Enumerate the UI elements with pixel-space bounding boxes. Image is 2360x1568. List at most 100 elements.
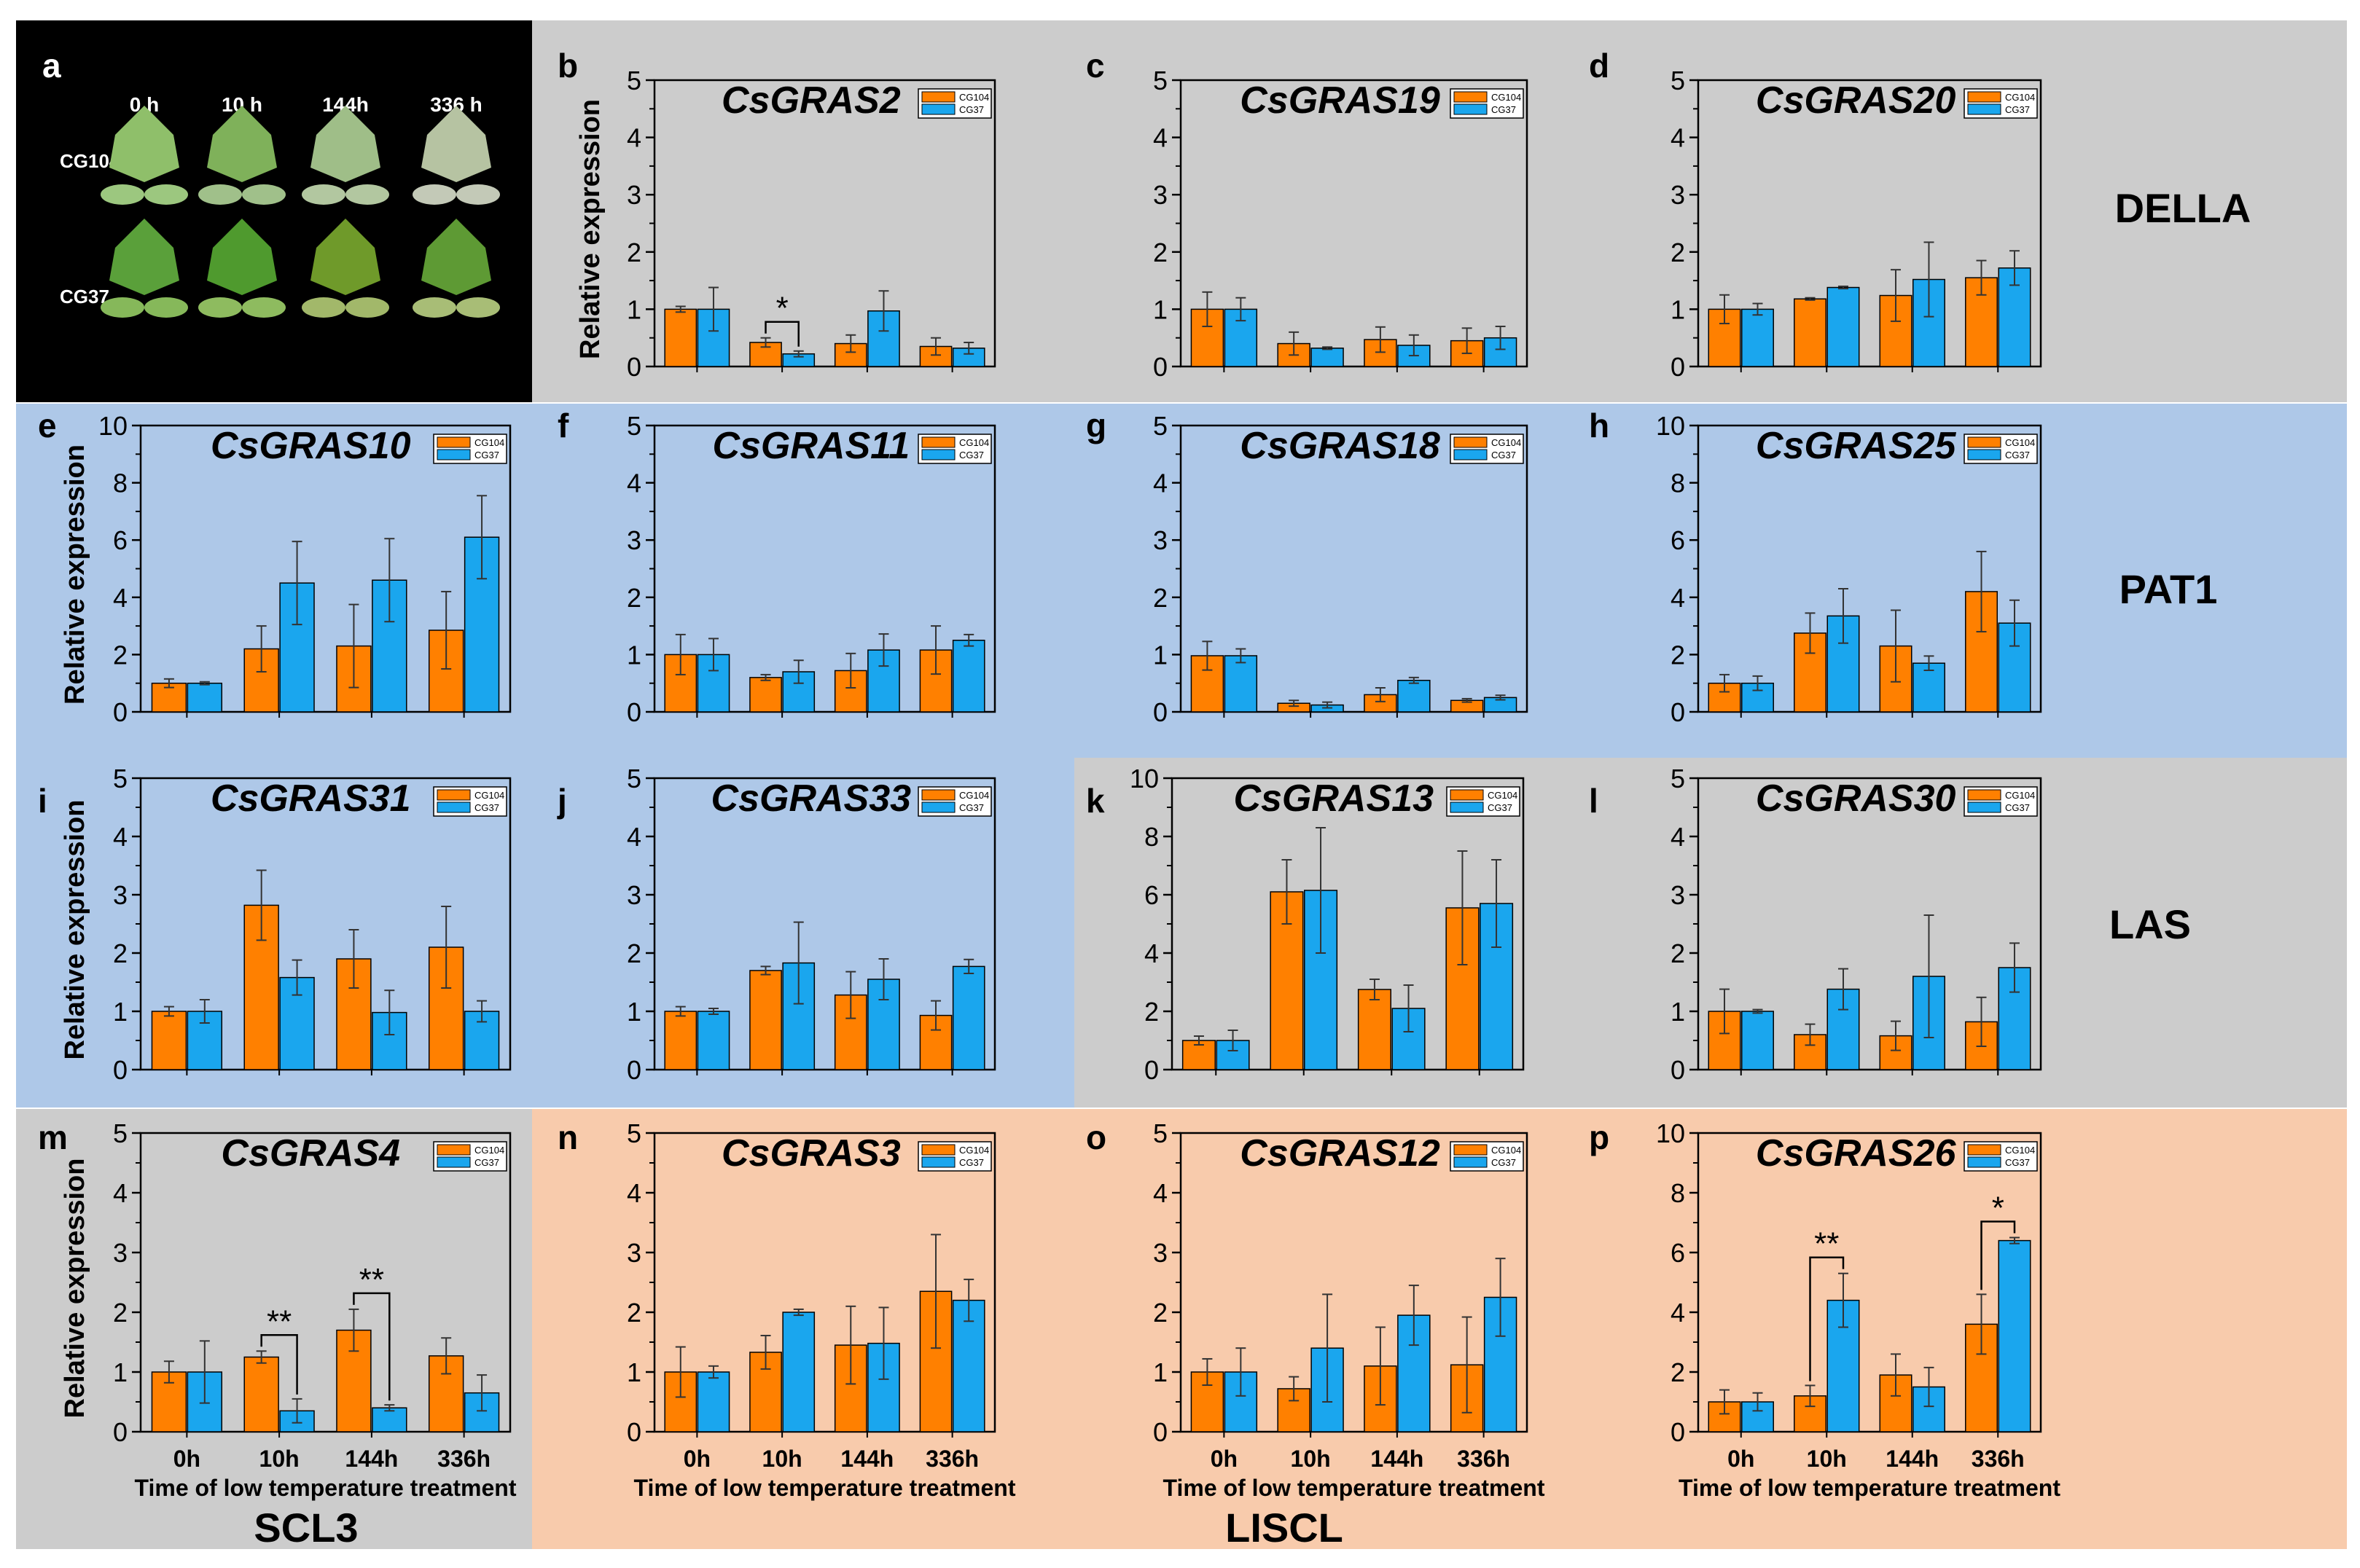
y-tick-label: 0 — [627, 1055, 641, 1085]
small-leaf — [345, 184, 389, 205]
bar-cg104-10h — [243, 1356, 279, 1432]
chart-panel-e: e 0 2 4 6 8 10 CsGRAS10 CG104 CG37 Relative expres… — [38, 407, 512, 727]
y-tick-label: 8 — [113, 469, 128, 498]
chart-title: CsGRAS30 — [1756, 777, 1956, 820]
bar-cg104-336h — [428, 1355, 464, 1432]
y-tick-label: 2 — [1671, 1357, 1685, 1387]
x-axis-label: Time of low temperature treatment — [1163, 1475, 1545, 1501]
legend-swatch — [921, 1144, 956, 1156]
x-tick-label: 10h — [1291, 1446, 1331, 1472]
significance-bracket — [1809, 1256, 1845, 1381]
legend-swatch — [1453, 1144, 1488, 1156]
y-tick-label: 4 — [1144, 938, 1159, 968]
chart-title: CsGRAS12 — [1240, 1132, 1440, 1175]
small-leaf — [101, 184, 144, 205]
legend-swatch — [1967, 1156, 2001, 1168]
y-tick-label: 5 — [113, 764, 128, 793]
legend-label: CG104 — [474, 1145, 504, 1156]
chart-title: CsGRAS33 — [711, 777, 912, 820]
y-tick-label: 1 — [627, 997, 641, 1027]
legend-swatch — [921, 789, 956, 801]
small-leaf — [101, 297, 144, 318]
group-label-della: DELLA — [2115, 185, 2251, 231]
y-tick-label: 1 — [1153, 294, 1168, 324]
photo-row-label-cg37: CG37 — [60, 286, 109, 307]
panel-letter: o — [1086, 1118, 1106, 1156]
y-tick-label: 5 — [627, 411, 641, 441]
y-tick-label: 4 — [1671, 822, 1685, 852]
bar-cg104-10h — [1794, 298, 1826, 367]
x-tick-label: 336h — [437, 1446, 491, 1472]
bar-cg37-0h — [697, 1011, 730, 1070]
small-leaf — [456, 297, 500, 318]
y-tick-label: 0 — [113, 1417, 128, 1447]
chart-title: CsGRAS2 — [722, 79, 901, 122]
y-tick-label: 2 — [1153, 1298, 1168, 1328]
legend-swatch — [1450, 801, 1484, 813]
panel-letter: l — [1589, 782, 1598, 820]
y-tick-label: 0 — [113, 1055, 128, 1085]
y-tick-label: 6 — [1144, 880, 1159, 910]
x-tick-label: 144h — [840, 1446, 894, 1472]
y-tick-label: 4 — [1671, 583, 1685, 613]
y-tick-label: 10 — [1130, 764, 1159, 793]
y-tick-label: 0 — [1671, 1055, 1685, 1085]
legend-swatch — [1453, 449, 1488, 460]
y-tick-label: 0 — [1153, 1417, 1168, 1447]
small-leaf — [242, 297, 286, 318]
y-tick-label: 0 — [1153, 697, 1168, 727]
bar-cg37-10h — [1826, 286, 1860, 367]
legend-swatch — [437, 801, 471, 813]
y-axis-label: Relative expression — [60, 444, 90, 705]
y-axis-label: Relative expression — [60, 1159, 90, 1419]
chart-title: CsGRAS4 — [221, 1132, 400, 1175]
y-tick-label: 3 — [627, 1238, 641, 1268]
legend-label: CG104 — [2005, 92, 2035, 103]
scl3-background — [16, 1109, 532, 1549]
panel-letter: m — [38, 1118, 68, 1156]
y-tick-label: 2 — [1144, 997, 1159, 1027]
y-tick-label: 5 — [1671, 764, 1685, 793]
leaf-images — [101, 106, 500, 318]
large-leaf — [207, 219, 277, 295]
legend-label: CG104 — [2005, 790, 2035, 801]
large-leaf — [207, 106, 277, 182]
y-tick-label: 2 — [627, 1298, 641, 1328]
photo-row-label-cg104: CG104 — [60, 150, 120, 172]
large-leaf — [421, 106, 491, 182]
x-tick-label: 144h — [345, 1446, 398, 1472]
y-axis-label: Relative expression — [60, 800, 90, 1060]
legend-label: CG37 — [1488, 802, 1512, 813]
bar-cg37-336h — [952, 1299, 985, 1432]
y-tick-label: 4 — [1671, 123, 1685, 153]
legend-label: CG104 — [474, 437, 504, 448]
legend-swatch — [1967, 789, 2001, 801]
legend-swatch — [1967, 436, 2001, 448]
chart-title: CsGRAS3 — [722, 1132, 901, 1175]
y-tick-label: 6 — [1671, 525, 1685, 555]
small-leaf — [144, 184, 188, 205]
y-tick-label: 4 — [113, 1178, 128, 1208]
x-tick-label: 144h — [1886, 1446, 1939, 1472]
legend-swatch — [437, 1144, 471, 1156]
bar-cg37-336h — [1998, 1239, 2031, 1432]
large-leaf — [109, 106, 179, 182]
legend-swatch — [921, 449, 956, 460]
significance-star: ** — [267, 1304, 292, 1339]
x-tick-label: 336h — [926, 1446, 979, 1472]
x-tick-label: 144h — [1370, 1446, 1423, 1472]
y-tick-label: 0 — [1671, 1417, 1685, 1447]
panel-letter: d — [1589, 47, 1609, 85]
y-tick-label: 5 — [1153, 411, 1168, 441]
bar-cg104-10h — [749, 677, 782, 713]
legend-swatch — [1450, 789, 1484, 801]
legend-label: CG37 — [474, 802, 499, 813]
legend-swatch — [1453, 91, 1488, 103]
chart-title: CsGRAS18 — [1240, 425, 1440, 467]
y-tick-label: 0 — [627, 352, 641, 382]
